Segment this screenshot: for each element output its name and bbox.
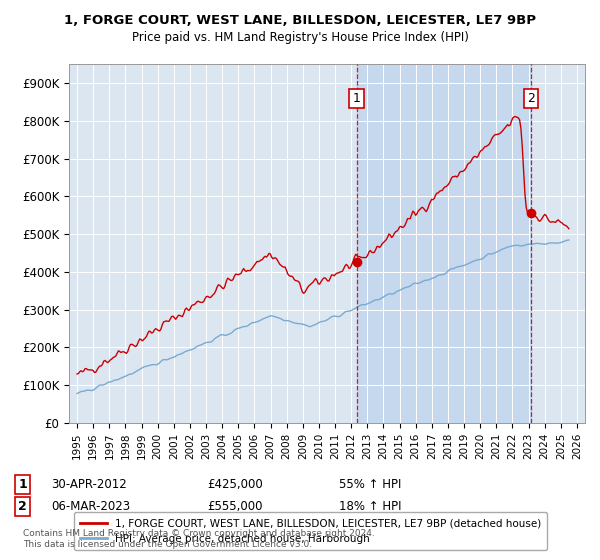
Text: Price paid vs. HM Land Registry's House Price Index (HPI): Price paid vs. HM Land Registry's House … xyxy=(131,31,469,44)
Text: 55% ↑ HPI: 55% ↑ HPI xyxy=(339,478,401,491)
Text: 2: 2 xyxy=(527,92,535,105)
Legend: 1, FORGE COURT, WEST LANE, BILLESDON, LEICESTER, LE7 9BP (detached house), HPI: : 1, FORGE COURT, WEST LANE, BILLESDON, LE… xyxy=(74,512,547,550)
Text: Contains HM Land Registry data © Crown copyright and database right 2024.: Contains HM Land Registry data © Crown c… xyxy=(23,529,374,538)
Text: 1, FORGE COURT, WEST LANE, BILLESDON, LEICESTER, LE7 9BP: 1, FORGE COURT, WEST LANE, BILLESDON, LE… xyxy=(64,14,536,27)
Text: £425,000: £425,000 xyxy=(207,478,263,491)
Text: 06-MAR-2023: 06-MAR-2023 xyxy=(51,500,130,514)
Text: 1: 1 xyxy=(19,478,27,491)
Text: 30-APR-2012: 30-APR-2012 xyxy=(51,478,127,491)
Text: 2: 2 xyxy=(19,500,27,514)
Bar xyxy=(356,64,532,423)
Text: 1: 1 xyxy=(353,92,361,105)
Text: This data is licensed under the Open Government Licence v3.0.: This data is licensed under the Open Gov… xyxy=(23,540,312,549)
Text: £555,000: £555,000 xyxy=(207,500,263,514)
Text: 18% ↑ HPI: 18% ↑ HPI xyxy=(339,500,401,514)
